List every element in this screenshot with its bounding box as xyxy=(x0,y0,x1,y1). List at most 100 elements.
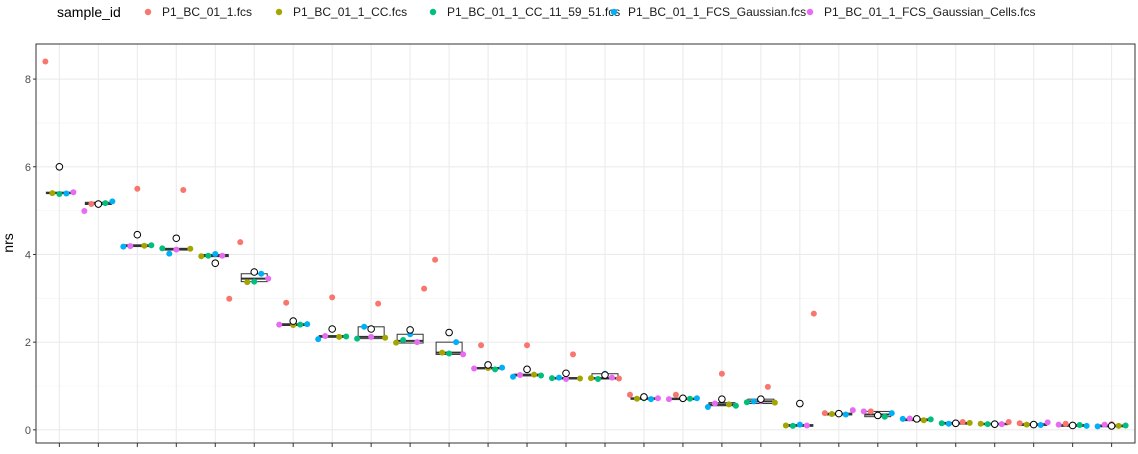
legend-label: P1_BC_01_1.fcs xyxy=(162,5,252,19)
category-group xyxy=(315,294,350,343)
y-axis-title: nrs xyxy=(0,233,16,252)
data-point xyxy=(361,323,368,330)
data-point xyxy=(704,404,711,411)
data-point xyxy=(88,201,95,208)
data-point xyxy=(148,242,155,249)
panel-background xyxy=(36,44,1135,443)
data-point xyxy=(1083,422,1090,429)
data-point xyxy=(446,350,453,357)
category-group xyxy=(938,418,973,428)
legend-label: P1_BC_01_1_CC_11_59_51.fcs xyxy=(447,5,620,19)
legend-key xyxy=(275,8,283,16)
data-point xyxy=(881,413,888,420)
data-point xyxy=(524,342,531,349)
data-point xyxy=(42,58,49,65)
data-point xyxy=(938,420,945,427)
mean-point xyxy=(289,317,298,325)
data-point xyxy=(1115,422,1122,429)
data-point xyxy=(393,339,400,346)
category-group xyxy=(665,391,700,403)
mean-point xyxy=(679,394,687,403)
data-point xyxy=(959,418,966,425)
legend: sample_id P1_BC_01_1.fcs P1_BC_01_1_CC.fc… xyxy=(57,4,1035,20)
data-point xyxy=(354,335,361,342)
plot-panel: 0 2 4 6 8 xyxy=(25,43,1136,447)
mean-point xyxy=(718,395,726,403)
mean-point xyxy=(990,420,999,428)
category-group xyxy=(977,418,1012,428)
data-point xyxy=(453,339,460,346)
data-point xyxy=(906,415,913,422)
data-point xyxy=(173,246,180,253)
data-point xyxy=(375,300,382,307)
data-point xyxy=(517,372,524,379)
data-point xyxy=(180,187,187,194)
data-point xyxy=(1094,423,1101,430)
data-point xyxy=(276,321,283,328)
data-point xyxy=(244,279,251,286)
data-point xyxy=(109,198,116,205)
legend-key xyxy=(429,8,437,16)
mean-point xyxy=(445,328,453,337)
data-point xyxy=(686,395,693,402)
category-group xyxy=(354,300,389,342)
data-point xyxy=(810,310,817,317)
category-group xyxy=(432,256,467,358)
data-point xyxy=(1076,422,1083,429)
legend-title: sample_id xyxy=(57,4,121,20)
data-point xyxy=(141,242,148,249)
mean-point xyxy=(523,365,531,374)
data-point xyxy=(322,333,329,340)
mean-point xyxy=(873,411,882,420)
category-group xyxy=(276,299,311,329)
category-group xyxy=(393,285,428,346)
data-point xyxy=(1101,421,1108,428)
mean-point xyxy=(250,268,259,276)
data-point xyxy=(127,243,134,250)
mean-point xyxy=(1068,421,1077,430)
panel-border xyxy=(35,43,1136,444)
data-point xyxy=(368,333,375,340)
data-point xyxy=(439,349,446,356)
category-group xyxy=(899,415,934,424)
data-point xyxy=(665,396,672,403)
data-point xyxy=(205,252,212,259)
category-group xyxy=(159,187,194,257)
category-group xyxy=(549,351,584,382)
data-point xyxy=(1055,421,1062,428)
category-group xyxy=(626,391,661,403)
data-point xyxy=(693,395,700,402)
data-point xyxy=(414,339,421,346)
mean-point xyxy=(562,369,570,378)
data-point xyxy=(1044,419,1051,426)
data-point xyxy=(471,365,478,372)
category-group xyxy=(821,407,856,418)
mean-point xyxy=(1107,422,1116,430)
data-point xyxy=(198,253,205,260)
data-point xyxy=(1037,422,1044,429)
data-point xyxy=(538,372,545,379)
data-point xyxy=(984,421,991,428)
mean-point xyxy=(912,415,921,423)
data-point xyxy=(899,415,906,422)
data-point xyxy=(49,190,56,197)
data-point xyxy=(672,391,679,398)
data-point xyxy=(258,270,265,277)
data-point xyxy=(219,252,226,259)
data-point xyxy=(531,371,538,378)
data-point xyxy=(81,208,88,215)
data-point xyxy=(1062,420,1069,427)
mean-point xyxy=(951,419,960,428)
data-point xyxy=(460,351,467,358)
data-point xyxy=(102,200,109,207)
legend-key xyxy=(610,8,618,16)
data-point xyxy=(56,190,63,197)
data-point xyxy=(283,299,290,306)
data-point xyxy=(265,275,272,282)
y-tick-label: 0 xyxy=(25,425,31,437)
data-point xyxy=(718,370,725,377)
category-group xyxy=(1016,419,1051,429)
data-point xyxy=(549,375,556,382)
data-point xyxy=(159,245,166,252)
category-group xyxy=(237,239,272,286)
